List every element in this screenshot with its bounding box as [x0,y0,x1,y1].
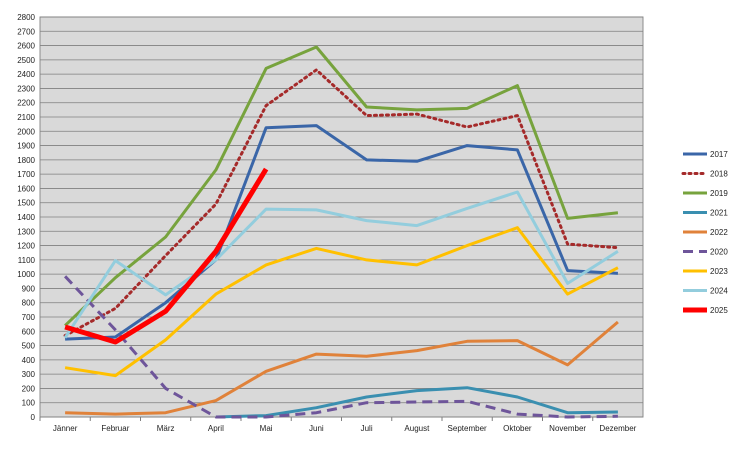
y-tick-label: 1400 [17,213,35,222]
series-line-2022 [65,320,619,416]
y-tick-label: 300 [22,370,36,379]
legend-label-2023: 2023 [710,267,728,276]
y-tick-label: 1900 [17,142,35,151]
series-lines [63,45,620,419]
y-tick-label: 2700 [17,27,35,36]
y-tick-label: 1200 [17,242,35,251]
y-tick-label: 1600 [17,184,35,193]
x-tick-label: August [404,424,430,433]
x-tick-label: Dezember [599,424,636,433]
y-tick-label: 1300 [17,227,35,236]
y-tick-label: 2400 [17,70,35,79]
y-tick-label: 1700 [17,170,35,179]
legend-label-2017: 2017 [710,150,728,159]
x-tick-label: April [208,424,224,433]
y-tick-label: 2200 [17,99,35,108]
legend-label-2020: 2020 [710,248,728,257]
x-tick-label: Mai [260,424,273,433]
legend-label-2022: 2022 [710,228,728,237]
y-tick-label: 500 [22,342,36,351]
y-axis-tick-labels: 0 100 200 300 400 500 600 700 800 900 1000 1100 1200… [17,13,35,422]
y-tick-label: 200 [22,384,36,393]
legend: 2017 2018 2019 2021 2022 2020 2023 2024 2025 [681,150,728,315]
y-tick-label: 2800 [17,13,35,22]
x-tick-label: Juli [361,424,373,433]
y-tick-label: 2100 [17,113,35,122]
y-tick-label: 800 [22,299,36,308]
y-tick-label: 600 [22,327,36,336]
y-tick-label: 2600 [17,42,35,51]
series-line-2025 [64,167,269,345]
y-tick-label: 2300 [17,84,35,93]
x-tick-label: Juni [309,424,324,433]
y-tick-label: 0 [31,413,36,422]
series-line-2017 [65,124,618,341]
legend-label-2019: 2019 [710,189,728,198]
y-tick-label: 900 [22,284,36,293]
legend-label-2021: 2021 [710,209,728,218]
series-line-2018 [63,68,620,338]
x-axis-tick-labels: Jänner Februar März April Mai Juni Juli August S… [39,417,637,433]
y-tick-label: 1500 [17,199,35,208]
x-tick-label: Oktober [503,424,532,433]
y-tick-label: 400 [22,356,36,365]
series-line-2024 [63,190,619,339]
legend-label-2025: 2025 [710,306,728,315]
y-tick-label: 1100 [18,256,36,265]
x-tick-label: März [157,424,175,433]
series-line-2019 [64,45,619,327]
legend-label-2018: 2018 [710,170,728,179]
y-tick-label: 2500 [17,56,35,65]
y-tick-label: 100 [22,399,36,408]
series-line-2023 [64,226,619,378]
series-line-2021 [215,386,618,419]
legend-label-2024: 2024 [710,287,728,296]
x-tick-label: Jänner [53,424,78,433]
y-tick-label: 1000 [17,270,35,279]
plot-area [39,16,644,418]
y-tick-label: 1800 [17,156,35,165]
y-tick-label: 700 [22,313,36,322]
x-tick-label: Februar [101,424,129,433]
series-line-2020 [64,275,618,419]
y-tick-label: 2000 [17,127,35,136]
x-tick-label: September [448,424,487,433]
x-tick-label: November [549,424,586,433]
